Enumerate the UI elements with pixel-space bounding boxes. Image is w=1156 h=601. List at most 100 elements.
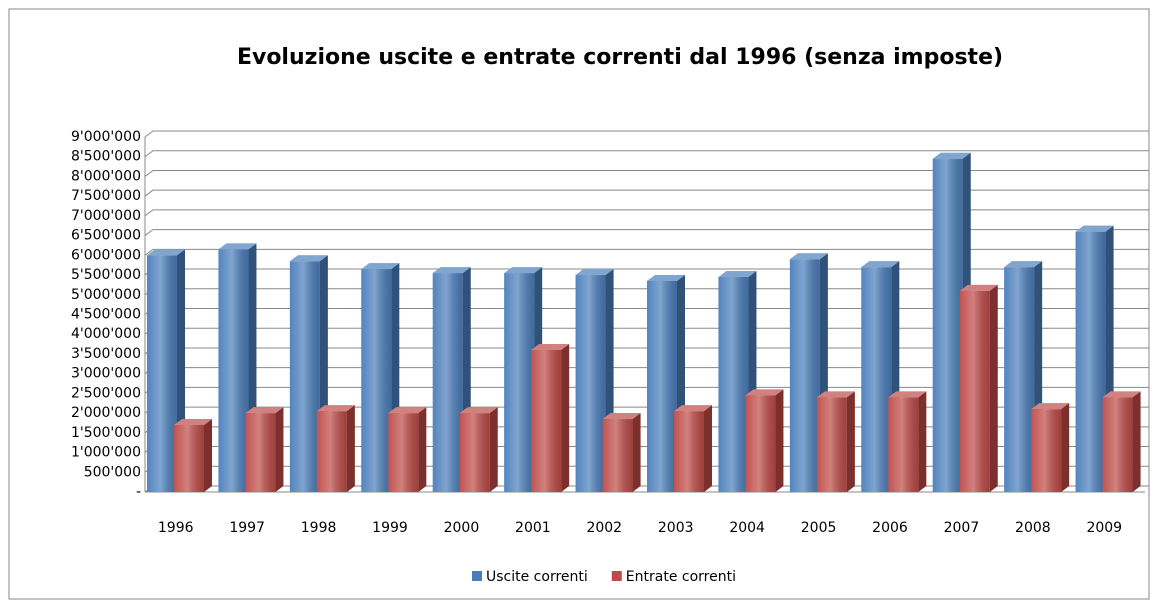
x-tick-label: 2001 xyxy=(515,520,551,536)
bar-shade xyxy=(531,350,562,492)
y-tick-label: 5'500'000 xyxy=(71,267,141,283)
chart-title: Evoluzione uscite e entrate correnti dal… xyxy=(237,45,1003,70)
y-tick-label: 1'500'000 xyxy=(71,425,141,441)
bar-shade xyxy=(575,275,606,492)
bar-side xyxy=(918,391,927,492)
bar-shade xyxy=(1075,231,1106,492)
bar-shade xyxy=(816,397,847,492)
bar-top xyxy=(959,284,998,291)
bar-top xyxy=(1004,261,1043,268)
x-tick-label: 2007 xyxy=(944,520,980,536)
bar-shade xyxy=(1031,409,1062,492)
bar-top xyxy=(1102,391,1141,398)
bar-top-shade xyxy=(932,152,971,159)
y-tick-label: 2'500'000 xyxy=(71,385,141,401)
y-tick-label: 3'500'000 xyxy=(71,346,141,362)
bar-side-shade xyxy=(418,407,427,492)
bar-top xyxy=(388,407,427,414)
bar-top xyxy=(932,152,971,159)
bar-side xyxy=(775,389,784,492)
bar-top-shade xyxy=(602,413,641,420)
bar-top-shade xyxy=(1102,391,1141,398)
y-tick-label: 6'500'000 xyxy=(71,228,141,244)
bar-shade xyxy=(861,267,892,492)
bar-shade xyxy=(602,419,633,492)
bar-shade xyxy=(1102,397,1133,492)
bar-side xyxy=(346,405,355,492)
bar-top xyxy=(432,267,471,274)
bar-top xyxy=(218,243,257,250)
legend-swatch xyxy=(611,571,622,581)
bar-top xyxy=(1031,403,1070,410)
bar-side xyxy=(704,405,712,492)
x-tick-label: 1998 xyxy=(301,520,337,536)
bar-shade xyxy=(218,249,249,492)
bar-top-shade xyxy=(816,391,855,398)
bar-top-shade xyxy=(959,284,998,291)
y-tick-label: 6'000'000 xyxy=(71,247,141,263)
bar-side xyxy=(632,413,641,492)
bar-top-shade xyxy=(745,389,784,396)
bar-shade xyxy=(647,280,677,492)
x-tick-label: 2002 xyxy=(586,520,622,536)
x-tick-label: 1999 xyxy=(372,520,408,536)
bar-top-shade xyxy=(575,269,614,276)
bar-top xyxy=(174,418,212,425)
bar-shade xyxy=(1004,267,1035,492)
bar-top-shade xyxy=(245,407,284,414)
bar-shade xyxy=(504,273,535,492)
bar-top xyxy=(316,405,355,412)
y-tick-label: 8'000'000 xyxy=(71,168,141,184)
bar-top xyxy=(245,407,284,414)
bar-side-shade xyxy=(346,405,355,492)
bar-top xyxy=(147,249,185,256)
y-tick-label: - xyxy=(136,484,141,500)
bar-top-shade xyxy=(718,271,757,278)
bar-top-shade xyxy=(218,243,257,250)
x-tick-label: 2008 xyxy=(1015,520,1051,536)
bar-top-shade xyxy=(789,253,828,260)
bar-top-shade xyxy=(361,263,400,270)
bar-top-shade xyxy=(432,267,471,274)
legend-swatch xyxy=(472,571,482,581)
bar-side-shade xyxy=(989,284,998,492)
x-tick-label: 2000 xyxy=(444,520,480,536)
bar-top-shade xyxy=(531,344,570,350)
bar-top-shade xyxy=(1004,261,1043,268)
bar-top xyxy=(789,253,828,260)
bar-side xyxy=(561,344,570,492)
bar-top-shade xyxy=(888,391,927,398)
bar-top xyxy=(531,344,570,350)
bar-top-shade xyxy=(1075,225,1114,232)
x-tick-label: 1997 xyxy=(229,520,265,536)
bar-top xyxy=(504,267,543,274)
bar-side-shade xyxy=(489,407,498,492)
x-tick-label: 1996 xyxy=(158,520,194,536)
bar-shade xyxy=(316,411,347,492)
bar-top-shade xyxy=(316,405,355,412)
bar-side-shade xyxy=(704,405,712,492)
bar-side xyxy=(989,284,998,492)
bar-top xyxy=(861,261,900,268)
x-tick-label: 2006 xyxy=(872,520,908,536)
bar-side-shade xyxy=(918,391,927,492)
bar-top-shade xyxy=(504,267,543,274)
bar-shade xyxy=(718,277,749,492)
bar-top xyxy=(602,413,641,420)
bar-top-shade xyxy=(289,255,328,262)
bar-top-shade xyxy=(674,405,712,412)
bar-shade xyxy=(888,397,919,492)
y-tick-label: 7'500'000 xyxy=(71,188,141,204)
x-tick-label: 2009 xyxy=(1086,520,1122,536)
bar-top xyxy=(647,274,685,281)
y-tick-label: 4'500'000 xyxy=(71,307,141,323)
bar-side-shade xyxy=(561,344,570,492)
grid-line xyxy=(144,248,1149,256)
bar-side xyxy=(1132,391,1141,492)
bar-top-shade xyxy=(647,274,685,281)
bar-shade xyxy=(174,424,204,492)
bar-side-shade xyxy=(275,407,284,492)
y-tick-label: 8'500'000 xyxy=(71,149,141,165)
y-tick-label: 500'000 xyxy=(84,464,141,480)
bar-top xyxy=(816,391,855,398)
